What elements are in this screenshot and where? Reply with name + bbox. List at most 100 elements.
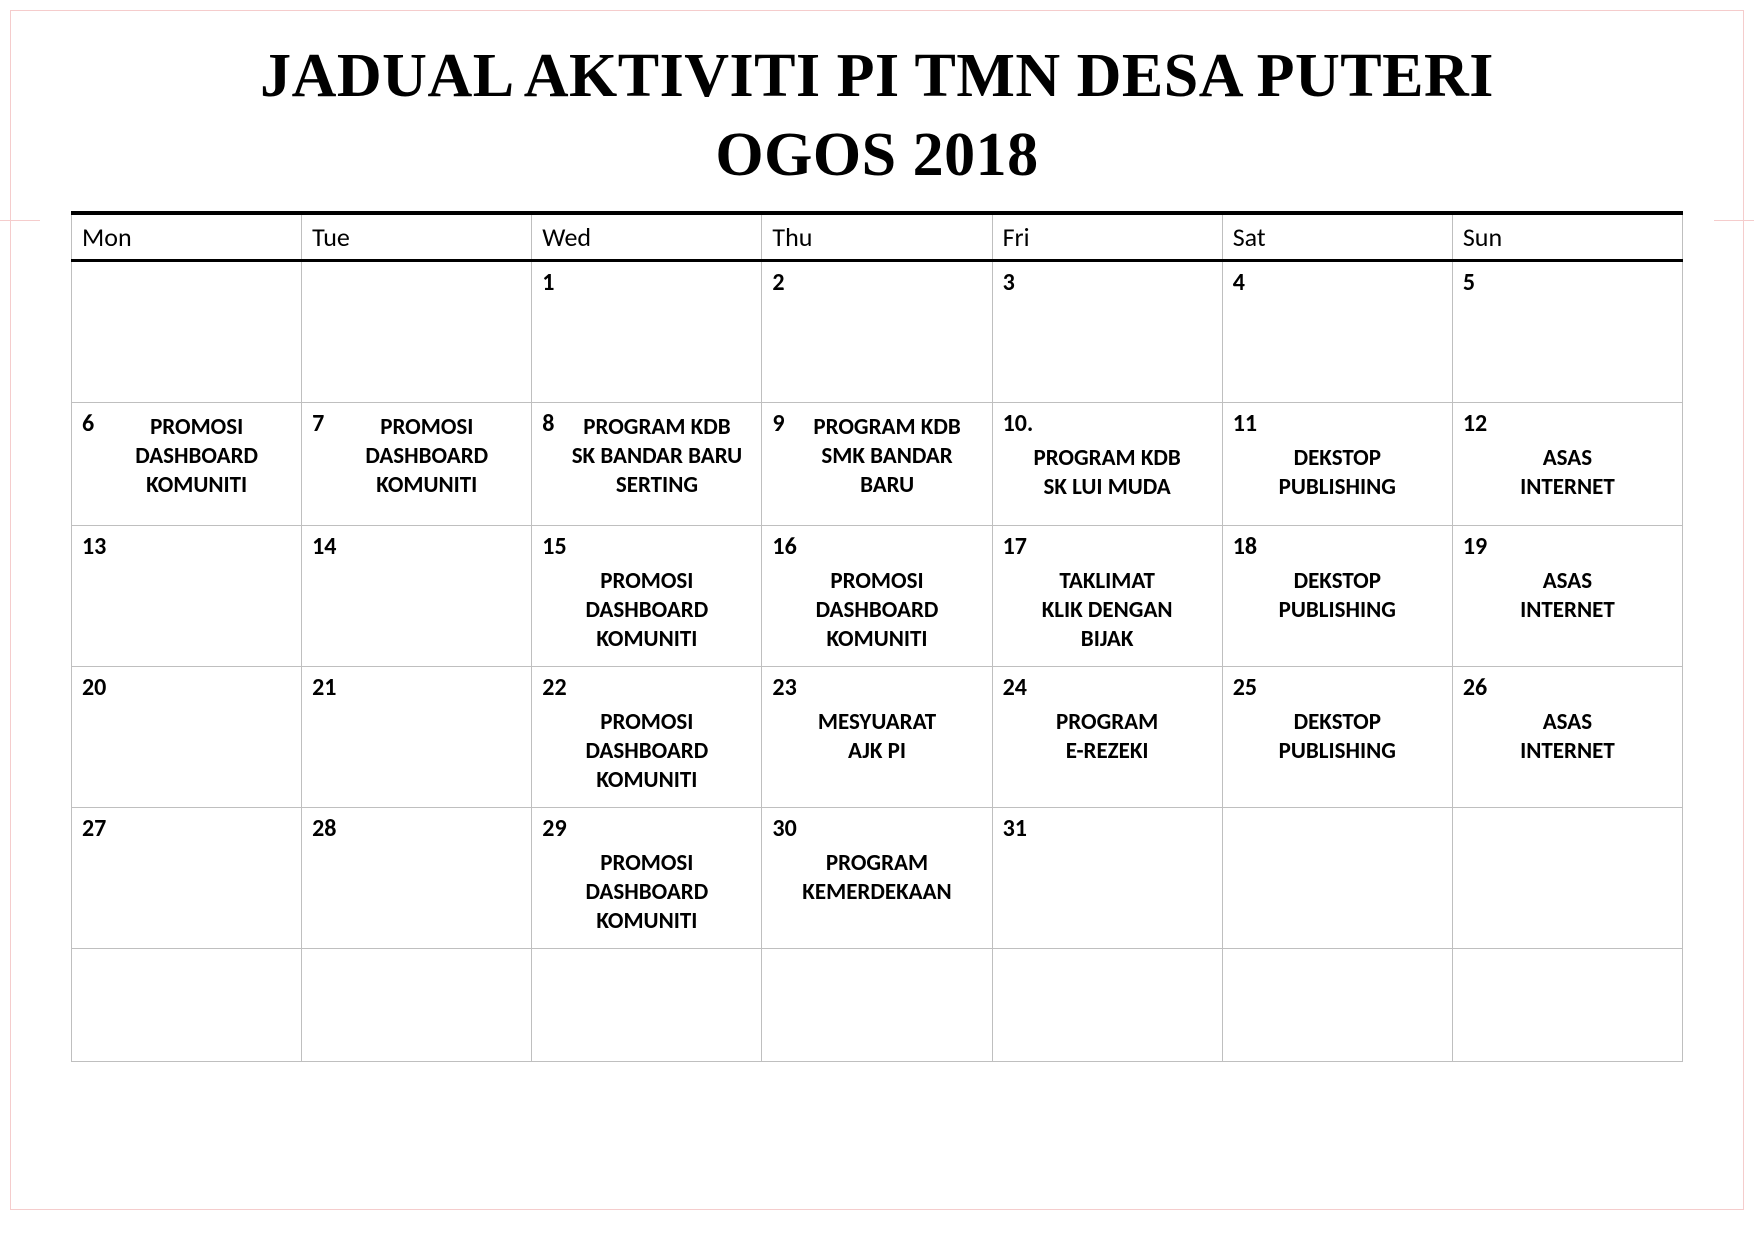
activity-wrap: PROGRAM KDB SK BANDAR BARU SERTING (562, 409, 751, 499)
day-number: 12 (1463, 409, 1487, 438)
calendar-cell: 26 ASAS INTERNET (1452, 667, 1682, 808)
day-number: 28 (312, 814, 336, 843)
activity-text: DEKSTOP PUBLISHING (1233, 444, 1442, 502)
activity-text: DEKSTOP PUBLISHING (1233, 567, 1442, 625)
day-number: 17 (1003, 532, 1027, 561)
cell-inner: 9 PROGRAM KDB SMK BANDAR BARU (772, 409, 981, 499)
calendar-row: 6 PROMOSI DASHBOARD KOMUNITI 7 PROMOSI DASH… (72, 403, 1683, 526)
activity-text: PROMOSI DASHBOARD KOMUNITI (542, 849, 751, 935)
calendar-cell (1452, 808, 1682, 949)
day-number: 27 (82, 814, 106, 843)
activity-text: ASAS INTERNET (1463, 567, 1672, 625)
page-title-line1: JADUAL AKTIVITI PI TMN DESA PUTERI (71, 41, 1683, 112)
day-number: 15 (542, 532, 566, 561)
day-number: 31 (1003, 814, 1027, 843)
cell-inner: 7 PROMOSI DASHBOARD KOMUNITI (312, 409, 521, 499)
calendar-row: 20 21 22PROMOSI DASHBOARD KOMUNITI23MESYUA… (72, 667, 1683, 808)
calendar-cell: 20 (72, 667, 302, 808)
calendar-cell (1452, 949, 1682, 1062)
calendar-cell: 18 DEKSTOP PUBLISHING (1222, 526, 1452, 667)
activity-wrap: PROMOSI DASHBOARD KOMUNITI (102, 409, 291, 499)
col-thu: Thu (762, 213, 992, 261)
calendar-cell (302, 261, 532, 403)
calendar-cell: 29PROMOSI DASHBOARD KOMUNITI (532, 808, 762, 949)
calendar-cell: 1 (532, 261, 762, 403)
col-sun: Sun (1452, 213, 1682, 261)
calendar-cell (72, 261, 302, 403)
calendar-cell: 25 DEKSTOP PUBLISHING (1222, 667, 1452, 808)
calendar-cell: 6 PROMOSI DASHBOARD KOMUNITI (72, 403, 302, 526)
day-number: 21 (312, 673, 336, 702)
calendar-cell: 3 (992, 261, 1222, 403)
activity-text: PROMOSI DASHBOARD KOMUNITI (542, 708, 751, 794)
calendar-cell: 9 PROGRAM KDB SMK BANDAR BARU (762, 403, 992, 526)
day-number: 10. (1003, 409, 1034, 438)
col-fri: Fri (992, 213, 1222, 261)
activity-text: DEKSTOP PUBLISHING (1233, 708, 1442, 766)
calendar-header-row: Mon Tue Wed Thu Fri Sat Sun (72, 213, 1683, 261)
calendar-cell (1222, 949, 1452, 1062)
activity-text: ASAS INTERNET (1463, 708, 1672, 766)
activity-text: PROMOSI DASHBOARD KOMUNITI (772, 567, 981, 653)
activity-text: PROMOSI DASHBOARD KOMUNITI (102, 413, 291, 499)
calendar-cell: 10. PROGRAM KDB SK LUI MUDA (992, 403, 1222, 526)
activity-text: PROMOSI DASHBOARD KOMUNITI (332, 413, 521, 499)
day-number: 7 (312, 409, 324, 438)
activity-text: PROGRAM KDB SK LUI MUDA (1003, 444, 1212, 502)
calendar-cell: 21 (302, 667, 532, 808)
calendar-cell (1222, 808, 1452, 949)
page-title-line2: OGOS 2018 (71, 120, 1683, 191)
calendar-cell: 8 PROGRAM KDB SK BANDAR BARU SERTING (532, 403, 762, 526)
activity-text: PROGRAM E-REZEKI (1003, 708, 1212, 766)
cell-inner: 8 PROGRAM KDB SK BANDAR BARU SERTING (542, 409, 751, 499)
activity-wrap: PROMOSI DASHBOARD KOMUNITI (332, 409, 521, 499)
calendar-cell: 27 (72, 808, 302, 949)
calendar-cell: 11DEKSTOP PUBLISHING (1222, 403, 1452, 526)
day-number: 8 (542, 409, 554, 438)
day-number: 24 (1003, 673, 1027, 702)
calendar-row: 27 28 29PROMOSI DASHBOARD KOMUNITI30PROGRA… (72, 808, 1683, 949)
calendar-cell: 4 (1222, 261, 1452, 403)
calendar-cell: 22PROMOSI DASHBOARD KOMUNITI (532, 667, 762, 808)
page-container: JADUAL AKTIVITI PI TMN DESA PUTERI OGOS … (10, 10, 1744, 1210)
calendar-cell: 24 PROGRAM E-REZEKI (992, 667, 1222, 808)
day-number: 25 (1233, 673, 1257, 702)
calendar-cell: 23MESYUARAT AJK PI (762, 667, 992, 808)
activity-text: PROMOSI DASHBOARD KOMUNITI (542, 567, 751, 653)
col-tue: Tue (302, 213, 532, 261)
day-number: 26 (1463, 673, 1487, 702)
day-number: 1 (542, 268, 554, 297)
calendar-cell (992, 949, 1222, 1062)
day-number: 4 (1233, 268, 1245, 297)
day-number: 19 (1463, 532, 1487, 561)
calendar-cell: 5 (1452, 261, 1682, 403)
calendar-cell (302, 949, 532, 1062)
col-mon: Mon (72, 213, 302, 261)
day-number: 9 (772, 409, 784, 438)
calendar-cell: 15 PROMOSI DASHBOARD KOMUNITI (532, 526, 762, 667)
day-number: 6 (82, 409, 94, 438)
calendar-cell: 30PROGRAM KEMERDEKAAN (762, 808, 992, 949)
calendar-cell: 31 (992, 808, 1222, 949)
day-number: 14 (312, 532, 336, 561)
calendar-cell: 13 (72, 526, 302, 667)
activity-text: PROGRAM KDB SMK BANDAR BARU (793, 413, 982, 499)
calendar-cell: 14 (302, 526, 532, 667)
col-wed: Wed (532, 213, 762, 261)
day-number: 3 (1003, 268, 1015, 297)
day-number: 18 (1233, 532, 1257, 561)
calendar-cell: 12ASAS INTERNET (1452, 403, 1682, 526)
calendar-cell: 19 ASAS INTERNET (1452, 526, 1682, 667)
activity-text: PROGRAM KDB SK BANDAR BARU SERTING (562, 413, 751, 499)
day-number: 30 (772, 814, 796, 843)
cell-inner: 6 PROMOSI DASHBOARD KOMUNITI (82, 409, 291, 499)
calendar-row: 131415PROMOSI DASHBOARD KOMUNITI16PROMOS… (72, 526, 1683, 667)
day-number: 2 (772, 268, 784, 297)
day-number: 23 (772, 673, 796, 702)
calendar-table: Mon Tue Wed Thu Fri Sat Sun 123456PROMOS… (71, 211, 1683, 1062)
margin-rule-right (1714, 220, 1754, 221)
calendar-cell: 7 PROMOSI DASHBOARD KOMUNITI (302, 403, 532, 526)
calendar-cell: 17TAKLIMAT KLIK DENGAN BIJAK (992, 526, 1222, 667)
col-sat: Sat (1222, 213, 1452, 261)
calendar-cell (762, 949, 992, 1062)
